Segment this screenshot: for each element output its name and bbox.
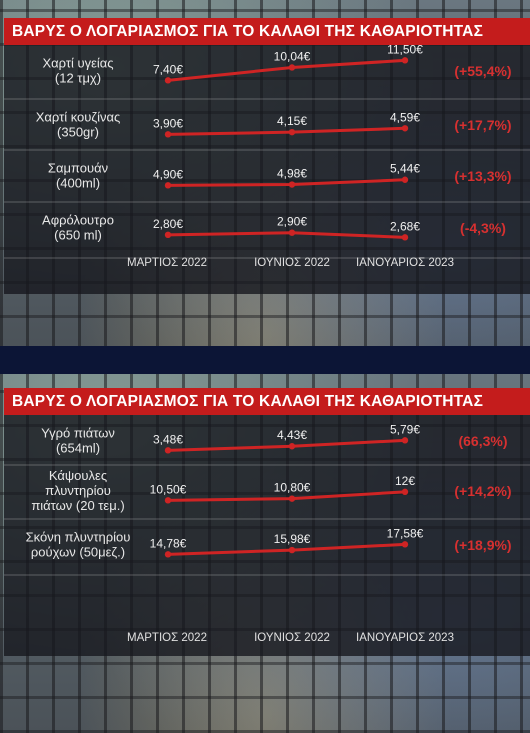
data-point xyxy=(164,182,172,189)
data-point xyxy=(288,64,296,71)
value-label: 4,43€ xyxy=(277,428,307,442)
series-line xyxy=(167,231,406,239)
price-chart-panel-1: ΒΑΡΥΣ Ο ΛΟΓΑΡΙΑΣΜΟΣ ΓΙΑ ΤΟ ΚΑΛΑΘΙ ΤΗΣ ΚΑ… xyxy=(4,18,530,294)
data-point xyxy=(164,497,172,504)
percent-change-label: (+13,3%) xyxy=(454,168,511,184)
data-point xyxy=(401,176,409,183)
data-point xyxy=(164,77,172,84)
value-label: 3,90€ xyxy=(153,116,183,130)
value-label: 10,50€ xyxy=(150,482,187,496)
value-label: 15,98€ xyxy=(274,532,311,546)
data-point xyxy=(401,437,409,444)
value-label: 5,79€ xyxy=(390,422,420,436)
data-point xyxy=(288,229,296,236)
panel-divider xyxy=(0,346,530,374)
percent-change-label: (66,3%) xyxy=(458,433,507,449)
chart-title: ΒΑΡΥΣ Ο ΛΟΓΑΡΙΑΣΜΟΣ ΓΙΑ ΤΟ ΚΑΛΑΘΙ ΤΗΣ ΚΑ… xyxy=(4,388,530,415)
row-label: (654ml) xyxy=(56,441,100,456)
value-label: 17,58€ xyxy=(387,526,424,540)
data-point xyxy=(164,551,172,558)
data-point xyxy=(401,125,409,132)
chart-body xyxy=(4,415,530,656)
row-label: Σκόνη πλυντηρίου xyxy=(26,530,131,545)
data-point xyxy=(401,234,409,241)
data-point xyxy=(401,541,409,548)
value-label: 10,80€ xyxy=(274,481,311,495)
value-label: 7,40€ xyxy=(153,62,183,76)
x-axis-tick-label: ΜΑΡΤΙΟΣ 2022 xyxy=(127,632,207,644)
value-label: 4,90€ xyxy=(153,167,183,181)
data-point xyxy=(164,231,172,239)
row-label: Κάψουλες xyxy=(49,468,107,483)
row-label: Αφρόλουτρο xyxy=(42,213,114,228)
row-label: Σαμπουάν xyxy=(48,161,108,176)
x-axis-tick-label: ΜΑΡΤΙΟΣ 2022 xyxy=(127,257,207,269)
value-label: 4,98€ xyxy=(277,167,307,181)
row-label: Χαρτί υγείας xyxy=(42,56,113,71)
value-label: 14,78€ xyxy=(150,536,187,550)
row-label: πλυντηρίου xyxy=(45,483,111,498)
value-label: 2,68€ xyxy=(390,219,420,233)
data-point xyxy=(288,443,296,450)
percent-change-label: (-4,3%) xyxy=(460,220,506,236)
value-label: 3,48€ xyxy=(153,432,183,446)
percent-change-label: (+55,4%) xyxy=(454,63,511,79)
series-line xyxy=(167,126,406,136)
value-label: 2,90€ xyxy=(277,215,307,229)
x-axis-tick-label: ΙΟΥΝΙΟΣ 2022 xyxy=(254,257,330,269)
data-point xyxy=(164,131,172,138)
row-label: Χαρτί κουζίνας xyxy=(36,110,121,125)
series-line xyxy=(167,178,406,187)
percent-change-label: (+17,7%) xyxy=(454,117,511,133)
value-label: 5,44€ xyxy=(390,162,420,176)
row-label: ρούχων (50μεζ.) xyxy=(31,545,125,560)
row-label: Υγρό πιάτων xyxy=(41,426,115,441)
row-label: (12 τμχ) xyxy=(55,71,101,86)
row-label: (650 ml) xyxy=(54,228,102,243)
row-label: (350gr) xyxy=(57,125,99,140)
value-label: 4,15€ xyxy=(277,114,307,128)
percent-change-label: (+18,9%) xyxy=(454,537,511,553)
x-axis-tick-label: ΙΑΝΟΥΑΡΙΟΣ 2023 xyxy=(356,632,454,644)
data-point xyxy=(288,495,296,502)
row-label: (400ml) xyxy=(56,176,100,191)
data-point xyxy=(288,128,296,136)
value-label: 12€ xyxy=(395,474,415,488)
x-axis-tick-label: ΙΑΝΟΥΑΡΙΟΣ 2023 xyxy=(356,257,454,269)
value-label: 11,50€ xyxy=(387,45,423,56)
price-chart-1: Χαρτί υγείας(12 τμχ) 7,40€ 10,04€ 11,50€ (+5… xyxy=(4,45,530,269)
data-point xyxy=(401,488,409,496)
data-point xyxy=(288,181,296,188)
value-label: 10,04€ xyxy=(274,49,311,63)
value-label: 2,80€ xyxy=(153,217,183,231)
data-point xyxy=(401,57,409,64)
price-chart-2: Υγρό πιάτων(654ml) 3,48€ 4,43€ 5,79€ (66,3%)… xyxy=(4,422,530,644)
chart-title: ΒΑΡΥΣ Ο ΛΟΓΑΡΙΑΣΜΟΣ ΓΙΑ ΤΟ ΚΑΛΑΘΙ ΤΗΣ ΚΑ… xyxy=(4,18,530,45)
data-point xyxy=(164,447,172,454)
row-label: πιάτων (20 τεμ.) xyxy=(31,498,124,513)
value-label: 4,59€ xyxy=(390,110,420,124)
chart-body xyxy=(4,45,530,294)
data-point xyxy=(288,546,296,554)
percent-change-label: (+14,2%) xyxy=(454,483,511,499)
price-chart-panel-2: ΒΑΡΥΣ Ο ΛΟΓΑΡΙΑΣΜΟΣ ΓΙΑ ΤΟ ΚΑΛΑΘΙ ΤΗΣ ΚΑ… xyxy=(4,388,530,656)
x-axis-tick-label: ΙΟΥΝΙΟΣ 2022 xyxy=(254,632,330,644)
